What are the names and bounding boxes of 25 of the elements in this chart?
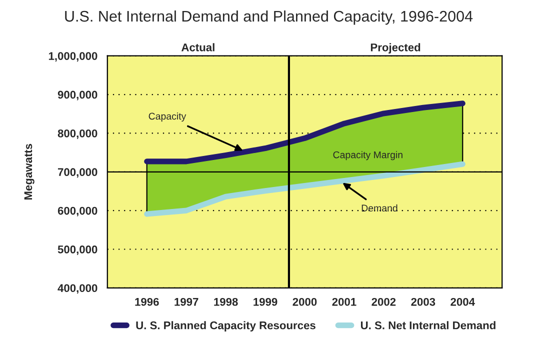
annotation: Capacity Margin — [333, 151, 402, 160]
annotation: Capacity — [148, 112, 186, 122]
band-label: Actual — [181, 43, 214, 52]
x-tick-label: 1996 — [135, 298, 159, 306]
x-tick-label: 1998 — [214, 298, 238, 306]
x-tick-label: 1997 — [174, 298, 198, 306]
y-axis-title: Megawatts — [24, 144, 34, 200]
legend-label: U. S. Net Internal Demand — [360, 321, 496, 330]
band-label: Projected — [370, 43, 420, 54]
y-tick-label: 500,000 — [58, 246, 98, 255]
x-tick-label: 2000 — [292, 298, 317, 306]
x-tick-label: 2003 — [411, 298, 436, 306]
y-tick-label: 700,000 — [58, 168, 98, 178]
y-tick-label: 600,000 — [58, 206, 98, 216]
y-tick-label: 1,000,000 — [48, 52, 98, 62]
legend-label: U. S. Planned Capacity Resources — [136, 321, 316, 332]
chart-title: U.S. Net Internal Demand and Planned Capacity, 1996-2004 — [65, 10, 473, 25]
y-tick-label: 400,000 — [58, 284, 98, 294]
x-tick-label: 2002 — [372, 298, 396, 306]
x-tick-label: 1999 — [254, 298, 278, 306]
annotation: Demand — [362, 204, 398, 212]
x-tick-label: 2001 — [332, 298, 356, 306]
y-tick-label: 800,000 — [58, 129, 98, 139]
y-tick-label: 900,000 — [58, 90, 98, 100]
x-tick-label: 2004 — [450, 298, 475, 306]
